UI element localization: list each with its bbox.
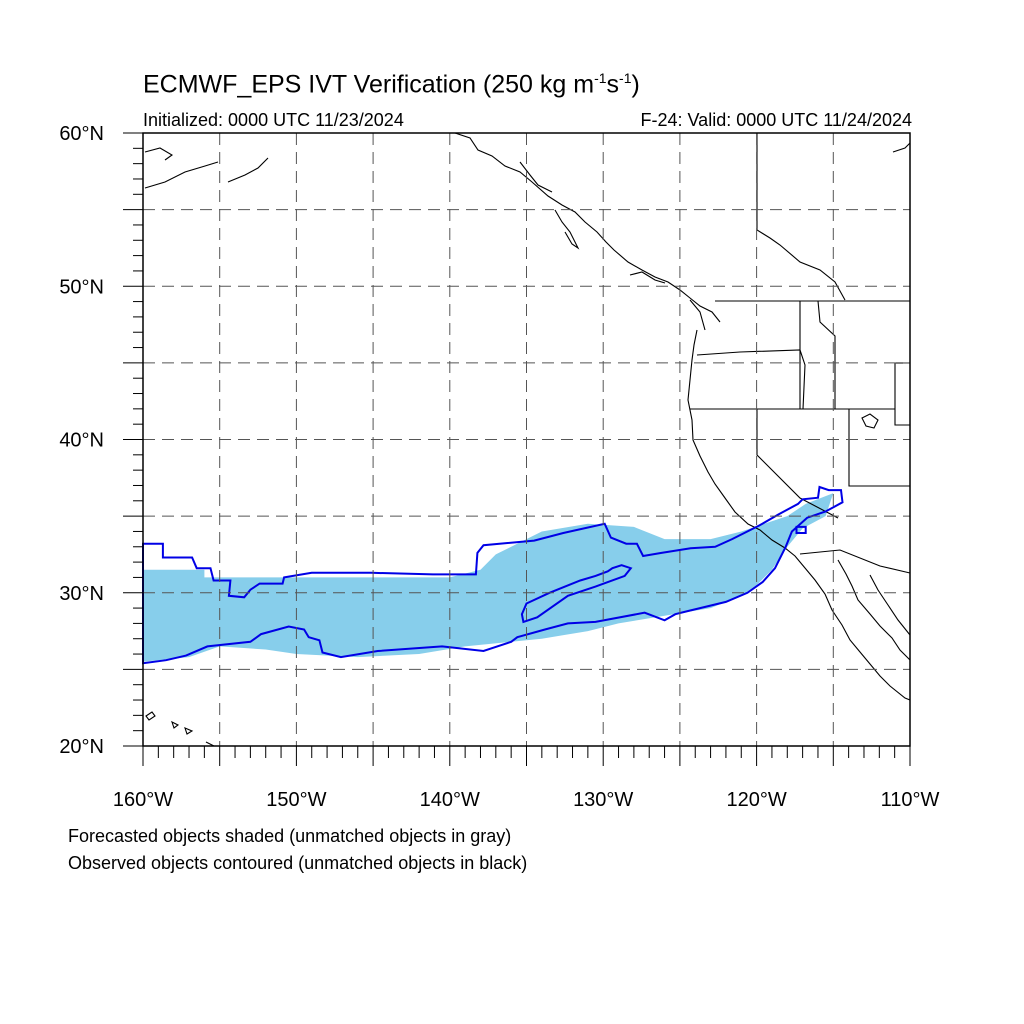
- lon-tick-label: 110°W: [881, 789, 940, 811]
- title-sup-1: -1: [594, 70, 607, 86]
- border-us-mx: [799, 549, 911, 574]
- observed-object-layer: [142, 485, 844, 665]
- border-mt: [894, 362, 910, 426]
- border-canada-interior: [756, 133, 846, 301]
- observed-ivt-contour-inner: [520, 564, 633, 624]
- title-main: ECMWF_EPS IVT Verification (250 kg m: [143, 70, 595, 99]
- title-mid: s: [606, 70, 620, 99]
- lat-tick-label: 40°N: [59, 430, 104, 452]
- lat-tick-label: 20°N: [59, 736, 104, 758]
- coastline-gulf: [869, 574, 911, 636]
- border-id: [799, 300, 836, 409]
- tick-layer: [123, 132, 911, 766]
- hawaii-islands: [145, 711, 215, 747]
- lon-tick-label: 150°W: [266, 789, 326, 811]
- title-sup-2: -1: [619, 70, 632, 86]
- border-ca-nv: [756, 409, 839, 519]
- axis-label-layer: 160°W 150°W 140°W 130°W 120°W 110°W 20°N 30°N 40…: [59, 123, 939, 811]
- coastline-layer: [144, 132, 911, 747]
- legend-observed: Observed objects contoured (unmatched ob…: [68, 853, 528, 873]
- lat-tick-label: 50°N: [59, 276, 104, 298]
- border-nv-ut: [848, 409, 910, 487]
- initialized-time: Initialized: 0000 UTC 11/23/2024: [143, 110, 404, 130]
- lat-tick-label: 60°N: [59, 123, 104, 145]
- valid-time: F-24: Valid: 0000 UTC 11/24/2024: [640, 110, 913, 130]
- lon-tick-label: 120°W: [726, 789, 786, 811]
- border-wa-or: [696, 349, 806, 410]
- coastline-ne-corner: [892, 142, 911, 153]
- grid-layer: [143, 133, 910, 746]
- forecast-ivt-object: [143, 493, 834, 662]
- lon-tick-label: 160°W: [113, 789, 173, 811]
- coastline-alaska-bc: [454, 132, 721, 323]
- forecast-object-layer: [143, 493, 834, 662]
- lat-tick-label: 30°N: [59, 583, 104, 605]
- title-end: ): [631, 70, 640, 99]
- map-title: ECMWF_EPS IVT Verification (250 kg m-1s-…: [143, 70, 640, 99]
- legend-forecast: Forecasted objects shaded (unmatched obj…: [68, 826, 512, 846]
- observed-ivt-contour: [142, 485, 844, 665]
- coastline-islands-north: [519, 161, 706, 331]
- coastline-us-west: [687, 329, 911, 701]
- lon-tick-label: 130°W: [573, 789, 633, 811]
- coastline-aleutian: [144, 147, 269, 189]
- lon-tick-label: 140°W: [420, 789, 480, 811]
- great-salt-lake: [861, 413, 879, 429]
- coastline-baja-inner: [837, 559, 911, 661]
- observed-ivt-contour-small: [795, 525, 807, 534]
